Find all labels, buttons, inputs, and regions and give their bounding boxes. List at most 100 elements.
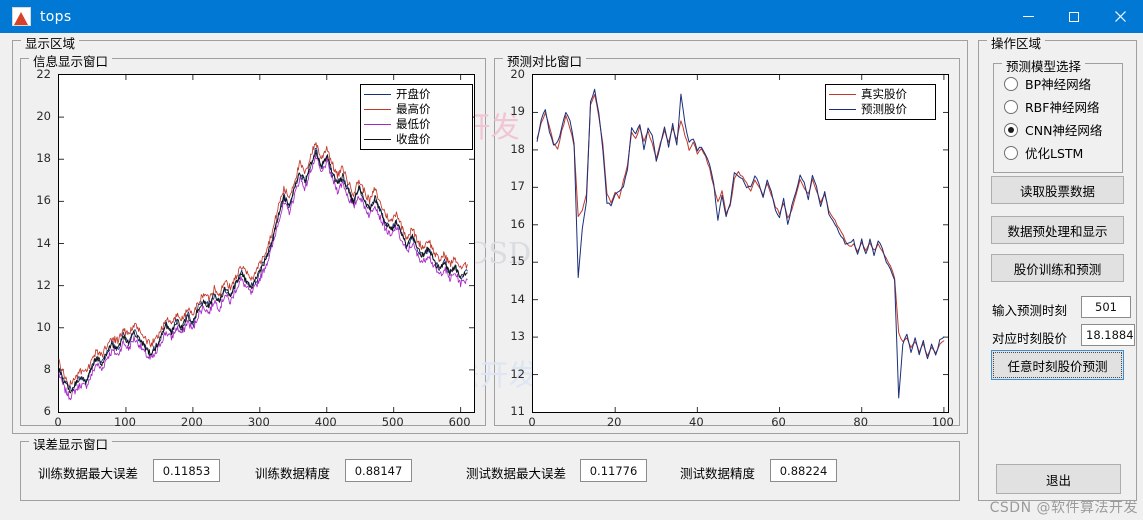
radio-label-bp: BP神经网络	[1025, 77, 1092, 92]
y-tick-label: 19	[510, 104, 525, 119]
corresponding-price-label: 对应时刻股价	[992, 331, 1068, 346]
y-tick-label: 14	[36, 235, 51, 250]
exit-button[interactable]: 退出	[996, 464, 1121, 494]
legend-label-real: 真实股价	[861, 87, 907, 101]
preprocess-display-button[interactable]: 数据预处理和显示	[991, 216, 1124, 244]
maximize-button[interactable]	[1051, 0, 1097, 33]
info-window-label: 信息显示窗口	[29, 51, 113, 70]
watermark-corner: CSDN @软件算法开发	[989, 500, 1138, 516]
x-tick-label: 600	[448, 415, 471, 429]
legend-swatch-pred	[829, 109, 856, 110]
radio-dot-bp	[1004, 76, 1018, 91]
train-predict-button[interactable]: 股价训练和预测	[991, 254, 1124, 282]
info-chart-legend[interactable]: 开盘价 最高价 最低价 收盘价	[360, 84, 473, 150]
test-max-error-value[interactable]: 0.11776	[580, 459, 647, 482]
y-tick-label: 20	[510, 67, 525, 81]
prediction-compare-chart[interactable]	[532, 74, 949, 413]
x-tick-label: 100	[113, 415, 136, 429]
y-tick-label: 18	[510, 141, 525, 156]
legend-swatch-low	[364, 124, 391, 125]
legend-item: 预测股价	[829, 102, 931, 117]
read-stock-data-button[interactable]: 读取股票数据	[991, 176, 1124, 204]
x-tick-label: 20	[606, 415, 622, 429]
y-tick-label: 13	[510, 329, 525, 344]
corresponding-price-field[interactable]: 18.1884	[1081, 324, 1135, 346]
y-tick-label: 12	[510, 366, 525, 381]
y-tick-label: 16	[36, 193, 51, 208]
display-area-panel: 显示区域	[12, 33, 968, 434]
y-tick-label: 17	[510, 179, 525, 194]
compare-chart-legend[interactable]: 真实股价 预测股价	[825, 84, 936, 120]
info-chart-plot	[58, 75, 474, 412]
y-tick-label: 12	[36, 277, 51, 292]
y-tick-label: 15	[510, 254, 525, 269]
legend-item: 最高价	[364, 102, 468, 117]
test-accuracy-label: 测试数据精度	[680, 466, 756, 481]
radio-label-lstm: 优化LSTM	[1025, 146, 1084, 161]
legend-swatch-open	[364, 94, 391, 95]
radio-cnn-network[interactable]: CNN神经网络	[1004, 120, 1102, 139]
compare-window-label: 预测对比窗口	[503, 51, 587, 70]
test-accuracy-value[interactable]: 0.88224	[770, 459, 837, 482]
y-tick-label: 22	[36, 67, 51, 81]
input-time-label: 输入预测时刻	[992, 303, 1068, 318]
minimize-button[interactable]	[1005, 0, 1051, 33]
y-tick-label: 16	[510, 216, 525, 231]
radio-rbf-network[interactable]: RBF神经网络	[1004, 97, 1099, 116]
legend-label-high: 最高价	[396, 102, 431, 116]
radio-optimized-lstm[interactable]: 优化LSTM	[1004, 143, 1083, 162]
legend-item: 最低价	[364, 117, 468, 132]
x-tick-label: 400	[314, 415, 337, 429]
x-tick-label: 0	[528, 415, 536, 429]
operation-area-label: 操作区域	[987, 33, 1046, 52]
train-accuracy-label: 训练数据精度	[255, 466, 331, 481]
legend-swatch-real	[829, 94, 856, 95]
train-accuracy-value[interactable]: 0.88147	[345, 459, 412, 482]
y-tick-label: 6	[43, 404, 51, 418]
compare-window-panel: 预测对比窗口	[494, 51, 960, 426]
legend-swatch-high	[364, 109, 391, 110]
legend-item: 开盘价	[364, 87, 468, 102]
train-max-error-value[interactable]: 0.11853	[153, 459, 220, 482]
x-tick-label: 300	[247, 415, 270, 429]
y-tick-label: 20	[36, 109, 51, 124]
input-time-field[interactable]: 501	[1081, 296, 1131, 318]
x-tick-label: 100	[931, 415, 954, 429]
radio-dot-rbf	[1004, 99, 1018, 114]
compare-chart-plot	[533, 75, 948, 412]
window-title: tops	[40, 8, 72, 25]
legend-label-close: 收盘价	[396, 132, 431, 146]
legend-item: 收盘价	[364, 132, 468, 147]
legend-label-open: 开盘价	[396, 87, 431, 101]
info-window-panel: 信息显示窗口	[20, 51, 486, 426]
radio-bp-network[interactable]: BP神经网络	[1004, 74, 1091, 93]
y-tick-label: 18	[36, 151, 51, 166]
any-time-price-predict-button[interactable]: 任意时刻股价预测	[991, 350, 1124, 380]
x-tick-label: 40	[689, 415, 704, 429]
close-button[interactable]	[1097, 0, 1143, 33]
legend-label-pred: 预测股价	[861, 102, 907, 116]
display-area-label: 显示区域	[21, 33, 80, 52]
radio-label-rbf: RBF神经网络	[1025, 100, 1100, 115]
x-tick-label: 500	[381, 415, 404, 429]
radio-dot-lstm	[1004, 145, 1018, 160]
error-window-label: 误差显示窗口	[29, 434, 113, 453]
legend-item: 真实股价	[829, 87, 931, 102]
operation-area-panel: 操作区域	[978, 33, 1137, 501]
y-tick-label: 10	[36, 319, 51, 334]
x-tick-label: 80	[853, 415, 869, 429]
radio-dot-cnn	[1004, 122, 1018, 137]
model-select-label: 预测模型选择	[1002, 56, 1086, 75]
model-select-panel: 预测模型选择	[993, 56, 1123, 173]
train-max-error-label: 训练数据最大误差	[38, 466, 139, 481]
test-max-error-label: 测试数据最大误差	[466, 466, 567, 481]
x-tick-label: 0	[54, 415, 62, 429]
x-tick-label: 200	[180, 415, 203, 429]
legend-label-low: 最低价	[396, 117, 431, 131]
radio-label-cnn: CNN神经网络	[1025, 123, 1103, 138]
error-window-panel: 误差显示窗口	[20, 434, 960, 501]
window-controls	[1005, 0, 1143, 33]
y-tick-label: 14	[510, 291, 525, 306]
y-tick-label: 8	[43, 361, 51, 376]
matlab-logo-icon	[12, 7, 31, 26]
